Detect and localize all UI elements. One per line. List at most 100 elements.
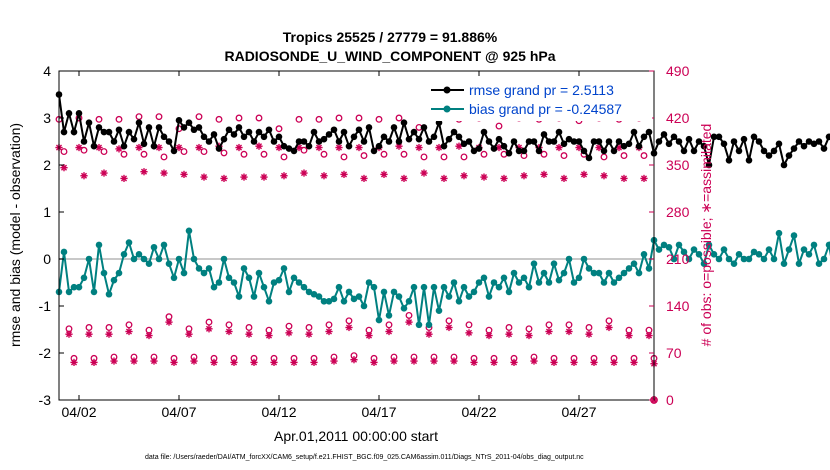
bias-point	[375, 316, 383, 324]
rmse-point	[185, 119, 193, 126]
bias-point	[500, 274, 508, 282]
rmse-point	[585, 154, 593, 162]
obs-possible-marker	[460, 153, 468, 161]
obs-assimilated-stroke	[240, 174, 248, 181]
bias-point	[135, 251, 143, 258]
legend-rmse-marker	[443, 86, 451, 94]
bias-point	[660, 241, 668, 249]
obs-assimilated-stroke	[610, 359, 618, 366]
obs-assimilated-marker	[90, 358, 98, 366]
obs-assimilated-stroke	[335, 144, 343, 151]
obs-assimilated-marker	[260, 173, 268, 181]
bias-point	[215, 279, 223, 286]
obs-assimilated-stroke	[485, 332, 493, 339]
obs-assimilated-stroke	[400, 175, 408, 182]
rmse-point	[525, 138, 533, 145]
obs-assimilated-marker	[585, 330, 593, 338]
rmse-point	[595, 138, 603, 145]
rmse-point	[395, 138, 403, 145]
rmse-point	[325, 131, 333, 138]
rmse-point	[150, 142, 158, 150]
bias-point	[85, 255, 93, 263]
bias-point	[190, 255, 198, 263]
rmse-point	[490, 145, 498, 152]
bias-point	[385, 312, 393, 319]
obs-assimilated-stroke	[160, 170, 168, 177]
obs-assimilated-stroke	[140, 168, 148, 175]
bias-point	[825, 241, 830, 249]
bias-point	[120, 251, 128, 258]
bias-point	[170, 274, 178, 282]
rmse-point	[220, 135, 228, 143]
rmse-point	[530, 138, 538, 145]
obs-assimilated-marker	[365, 331, 373, 340]
rmse-point	[630, 128, 638, 136]
obs-assimilated-stroke	[365, 332, 373, 339]
obs-assimilated-stroke	[645, 332, 653, 339]
bias-point	[770, 255, 778, 263]
obs-assimilated-stroke	[470, 359, 478, 366]
rmse-point	[130, 135, 138, 143]
bias-point	[645, 265, 653, 272]
obs-assimilated-marker	[210, 358, 218, 366]
rmse-point	[450, 128, 458, 136]
bias-point	[320, 298, 328, 305]
rmse-point	[520, 147, 528, 155]
rmse-point	[215, 145, 223, 152]
bias-point	[745, 255, 753, 263]
bias-point	[710, 251, 718, 258]
obs-assimilated-marker	[470, 358, 478, 366]
bias-point	[800, 246, 808, 253]
legend-rmse-label: rmse grand pr = 2.5113	[469, 82, 614, 98]
obs-assimilated-stroke	[445, 324, 453, 331]
obs-possible-marker	[180, 148, 188, 156]
legend-bias-marker	[443, 105, 451, 113]
obs-assimilated-stroke	[190, 358, 198, 365]
obs-assimilated-stroke	[105, 331, 113, 338]
rmse-point	[430, 133, 438, 141]
bias-point	[470, 288, 478, 296]
obs-possible-marker	[240, 150, 248, 158]
obs-assimilated-stroke	[325, 328, 333, 335]
bias-point	[295, 279, 303, 286]
obs-possible-marker	[295, 115, 303, 123]
bias-point	[150, 243, 158, 251]
bias-point	[90, 288, 98, 296]
obs-assimilated-marker	[430, 357, 438, 365]
rmse-point	[800, 142, 808, 150]
x-axis-label: Apr.01,2011 00:00:00 start	[274, 428, 438, 444]
rmse-point	[85, 119, 93, 126]
obs-assimilated-marker	[285, 329, 293, 337]
bias-point	[560, 269, 568, 277]
obs-possible-marker	[400, 150, 408, 158]
rmse-point	[700, 142, 708, 150]
obs-assimilated-marker	[445, 323, 453, 332]
bias-point	[535, 279, 543, 286]
obs-possible-marker	[445, 317, 453, 325]
bias-point	[510, 269, 518, 277]
rmse-point	[435, 119, 443, 126]
obs-assimilated-marker	[155, 143, 163, 152]
obs-possible-marker	[395, 114, 403, 122]
obs-assimilated-stroke	[530, 358, 538, 365]
obs-assimilated-marker	[240, 173, 248, 181]
obs-assimilated-stroke	[100, 170, 108, 177]
rmse-point	[625, 140, 633, 148]
obs-assimilated-stroke	[345, 324, 353, 331]
obs-assimilated-stroke	[605, 324, 613, 331]
obs-assimilated-stroke	[80, 172, 88, 179]
bias-point	[155, 255, 163, 263]
rmse-point	[415, 135, 423, 143]
rmse-point	[555, 128, 563, 136]
obs-possible-marker	[275, 125, 283, 133]
bias-point	[285, 288, 293, 296]
rmse-point	[300, 138, 308, 145]
obs-assimilated-stroke	[295, 144, 303, 151]
obs-assimilated-marker	[355, 143, 363, 152]
rmse-point	[770, 147, 778, 155]
bias-point	[380, 288, 388, 296]
bias-point	[275, 276, 283, 284]
bias-point	[245, 274, 253, 282]
obs-possible-marker	[260, 150, 268, 158]
chart-title-line2: RADIOSONDE_U_WIND_COMPONENT @ 925 hPa	[224, 48, 555, 64]
